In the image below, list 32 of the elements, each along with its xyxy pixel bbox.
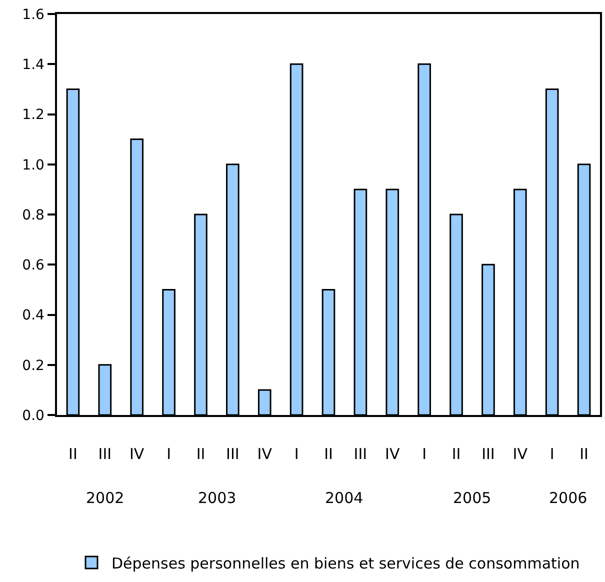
x-tick-label: II bbox=[68, 444, 78, 463]
text: 2006 bbox=[549, 489, 588, 507]
x-tick-label: IV bbox=[130, 444, 145, 463]
y-tick-label: 0.2 bbox=[22, 358, 44, 374]
x-tick-label: I bbox=[422, 444, 427, 463]
text: 2003 bbox=[198, 489, 236, 507]
x-tick-label: III bbox=[354, 444, 368, 463]
text: 2002 bbox=[86, 489, 124, 507]
text: 2004 bbox=[325, 489, 364, 507]
x-tick-label: II bbox=[196, 444, 206, 463]
x-tick-label: I bbox=[166, 444, 172, 463]
y-tick-label: 0.6 bbox=[22, 258, 45, 274]
x-tick-label: I bbox=[550, 444, 554, 463]
y-tick-label: 1.2 bbox=[22, 107, 44, 124]
x-tick-label: I bbox=[294, 444, 299, 463]
legend-label: Dépenses personnelles en biens et services de consommation bbox=[112, 554, 580, 572]
x-tick-label: III bbox=[98, 444, 112, 463]
y-tick-label: 0.8 bbox=[22, 207, 44, 224]
x-tick-label: II bbox=[580, 444, 588, 463]
x-tick-label: IV bbox=[257, 444, 273, 463]
x-tick-label: IV bbox=[512, 444, 528, 463]
y-tick-label: 0.4 bbox=[22, 308, 45, 324]
x-tick-label: II bbox=[452, 444, 461, 463]
x-tick-label: III bbox=[226, 444, 240, 463]
y-tick-label: 0.0 bbox=[22, 408, 44, 424]
y-tick-label: 1.4 bbox=[22, 57, 45, 74]
x-tick-label: III bbox=[482, 444, 495, 463]
y-tick-label: 1.0 bbox=[22, 157, 44, 174]
x-tick-label: IV bbox=[385, 444, 400, 463]
y-tick-label: 1.6 bbox=[22, 6, 45, 23]
x-tick-label: II bbox=[324, 444, 333, 463]
text: 2005 bbox=[453, 489, 492, 507]
